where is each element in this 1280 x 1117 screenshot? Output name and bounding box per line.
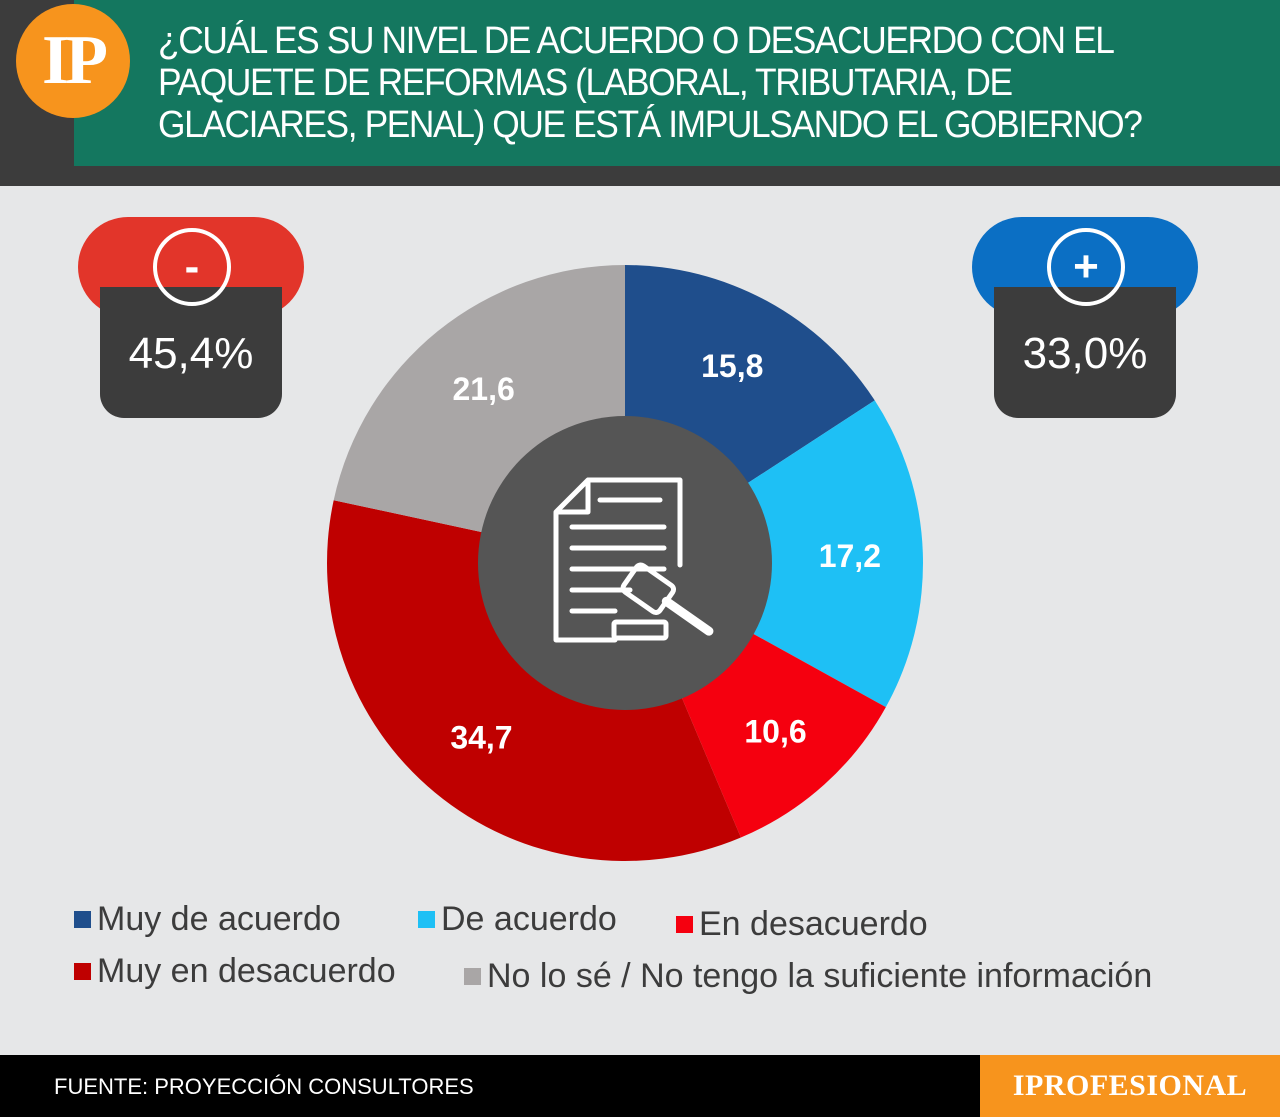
- slice-label-4: 34,7: [450, 719, 512, 755]
- disagreement-badge-box: [100, 287, 282, 418]
- minus-icon: -: [153, 228, 231, 306]
- legend-label: De acuerdo: [441, 900, 617, 938]
- disagreement-badge: - 45,4%: [78, 217, 304, 419]
- plus-icon: +: [1047, 228, 1125, 306]
- document-gavel-icon: [553, 477, 714, 643]
- legend-label: Muy de acuerdo: [97, 900, 341, 938]
- donut-center: [478, 416, 772, 710]
- slice-label-5: 21,6: [453, 371, 515, 407]
- slice-label-1: 15,8: [701, 348, 763, 384]
- source-note: FUENTE: PROYECCIÓN CONSULTORES: [54, 1074, 474, 1099]
- legend-swatch: [464, 968, 481, 985]
- legend-item-5: No lo sé / No tengo la suficiente inform…: [464, 957, 1152, 996]
- legend-swatch: [676, 916, 693, 933]
- title-band: [74, 0, 1280, 166]
- legend-item-4: Muy en desacuerdo: [74, 952, 396, 991]
- legend-swatch: [74, 911, 91, 928]
- legend-label: Muy en desacuerdo: [97, 952, 396, 990]
- donut-chart: 15,8 17,2 10,6 34,7 21,6: [326, 265, 923, 861]
- chart-title: ¿CUÁL ES SU NIVEL DE ACUERDO O DESACUERD…: [158, 20, 1143, 146]
- brand-logo: IPROFESIONAL: [980, 1055, 1280, 1117]
- slice-2: [625, 400, 923, 708]
- slice-4: [326, 500, 741, 861]
- legend-item-2: De acuerdo: [418, 900, 617, 939]
- legend-item-3: En desacuerdo: [676, 905, 928, 944]
- agreement-badge-box: [994, 287, 1176, 418]
- agreement-badge: + 33,0%: [972, 217, 1198, 419]
- legend-item-1: Muy de acuerdo: [74, 900, 341, 939]
- slice-label-2: 17,2: [819, 538, 881, 574]
- slice-label-3: 10,6: [744, 713, 806, 749]
- legend-label: No lo sé / No tengo la suficiente inform…: [487, 957, 1153, 995]
- legend-swatch: [74, 963, 91, 980]
- legend-swatch: [418, 911, 435, 928]
- legend-label: En desacuerdo: [699, 905, 928, 943]
- ip-logo: IP: [16, 4, 130, 118]
- header: IP ¿CUÁL ES SU NIVEL DE ACUERDO O DESACU…: [0, 0, 1280, 186]
- footer: FUENTE: PROYECCIÓN CONSULTORES IPROFESIO…: [0, 1055, 1280, 1117]
- disagreement-total: 45,4%: [128, 329, 254, 378]
- agreement-total: 33,0%: [1022, 329, 1148, 378]
